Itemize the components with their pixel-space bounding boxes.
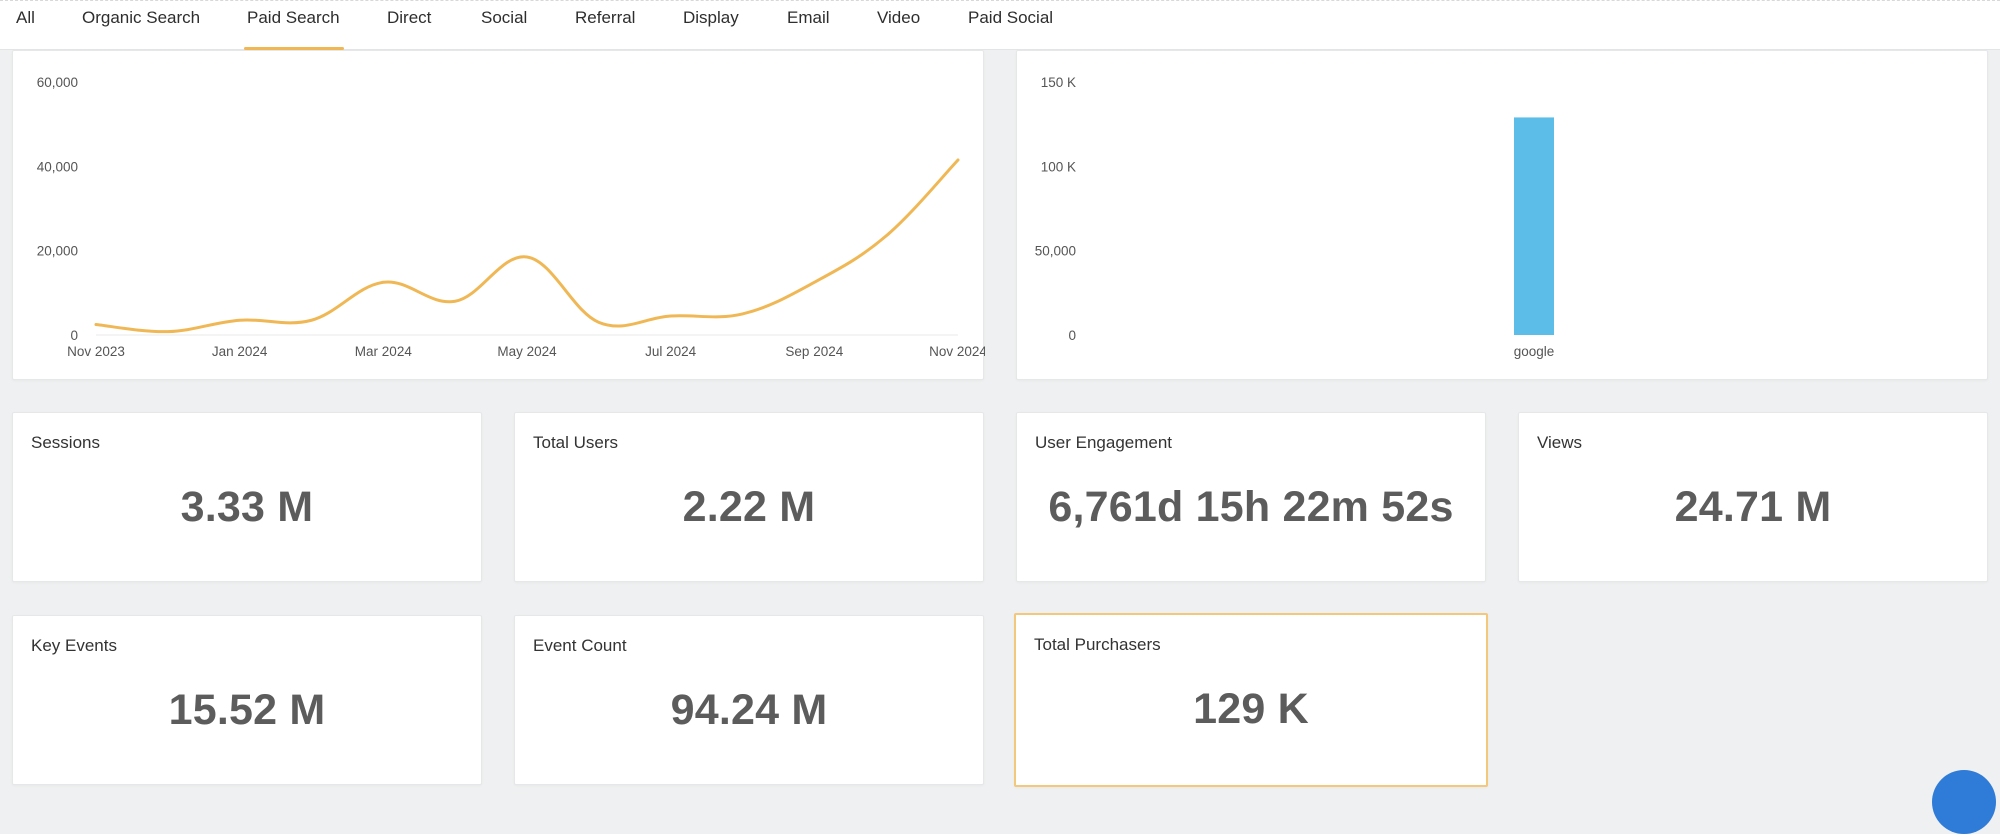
kpi-card-sessions[interactable]: Sessions 3.33 M xyxy=(12,412,482,582)
y-tick-label: 100 K xyxy=(1041,159,1076,174)
kpi-value: 3.33 M xyxy=(180,483,314,531)
kpi-card-views[interactable]: Views 24.71 M xyxy=(1518,412,1988,582)
x-tick-label: Mar 2024 xyxy=(355,344,413,359)
kpi-value: 6,761d 15h 22m 52s xyxy=(1048,483,1454,531)
kpi-card-key-events[interactable]: Key Events 15.52 M xyxy=(12,615,482,785)
tab-email[interactable]: Email xyxy=(787,8,830,27)
y-tick-label: 0 xyxy=(1068,328,1076,343)
x-tick-label: Jul 2024 xyxy=(645,344,697,359)
x-tick-label: Jan 2024 xyxy=(212,344,268,359)
channel-tab-bar: All Organic Search Paid Search Direct So… xyxy=(0,0,2000,50)
x-tick-label: Nov 2024 xyxy=(929,344,985,359)
source-bar-chart-card: 0 50,000 100 K 150 K google xyxy=(1016,50,1988,380)
x-tick-label: May 2024 xyxy=(497,344,557,359)
kpi-title: User Engagement xyxy=(1035,433,1173,452)
x-tick-label: Sep 2024 xyxy=(785,344,843,359)
kpi-card-user-engagement[interactable]: User Engagement 6,761d 15h 22m 52s xyxy=(1016,412,1486,582)
y-tick-label: 60,000 xyxy=(37,75,78,90)
kpi-title: Views xyxy=(1537,433,1583,452)
tab-paid-search-label: Paid Search xyxy=(247,8,340,27)
y-tick-label: 40,000 xyxy=(37,159,78,174)
x-tick-label: Nov 2023 xyxy=(67,344,125,359)
tab-display[interactable]: Display xyxy=(683,8,739,27)
kpi-title: Total Purchasers xyxy=(1034,635,1161,654)
bar-google[interactable] xyxy=(1514,117,1554,335)
kpi-title: Total Users xyxy=(533,433,619,452)
kpi-value: 2.22 M xyxy=(682,483,816,531)
tab-organic-search[interactable]: Organic Search xyxy=(82,8,201,27)
y-tick-label: 150 K xyxy=(1041,75,1076,90)
tab-referral[interactable]: Referral xyxy=(575,8,636,27)
tab-paid-social[interactable]: Paid Social xyxy=(968,8,1054,27)
tab-direct[interactable]: Direct xyxy=(387,8,432,27)
series-line[interactable] xyxy=(94,158,960,334)
kpi-title: Event Count xyxy=(533,636,627,655)
kpi-value: 15.52 M xyxy=(168,686,326,734)
kpi-card-total-purchasers[interactable]: Total Purchasers 129 K xyxy=(1014,613,1488,787)
y-tick-label: 50,000 xyxy=(1035,244,1076,259)
trend-line-chart: 0 20,000 40,000 60,000 Nov 2023 Jan 2024 Mar 2… xyxy=(37,75,985,359)
active-tab-indicator xyxy=(244,47,344,50)
kpi-title: Key Events xyxy=(31,636,117,655)
kpi-value: 129 K xyxy=(1193,685,1309,733)
chat-launcher-button[interactable] xyxy=(1932,770,1996,834)
y-tick-label: 0 xyxy=(70,328,78,343)
tab-social[interactable]: Social xyxy=(481,8,528,27)
tab-video[interactable]: Video xyxy=(877,8,921,27)
x-tick-label: google xyxy=(1514,344,1555,359)
kpi-value: 24.71 M xyxy=(1674,483,1832,531)
kpi-value: 94.24 M xyxy=(670,686,828,734)
kpi-title: Sessions xyxy=(31,433,100,452)
y-tick-label: 20,000 xyxy=(37,244,78,259)
tab-all[interactable]: All xyxy=(16,8,35,27)
kpi-card-event-count[interactable]: Event Count 94.24 M xyxy=(514,615,984,785)
source-bar-chart: 0 50,000 100 K 150 K google xyxy=(1035,75,1555,359)
trend-line-chart-card: 0 20,000 40,000 60,000 Nov 2023 Jan 2024 Mar 2… xyxy=(12,50,985,380)
tab-paid-search[interactable]: Paid Search xyxy=(247,1,340,51)
kpi-card-total-users[interactable]: Total Users 2.22 M xyxy=(514,412,984,582)
